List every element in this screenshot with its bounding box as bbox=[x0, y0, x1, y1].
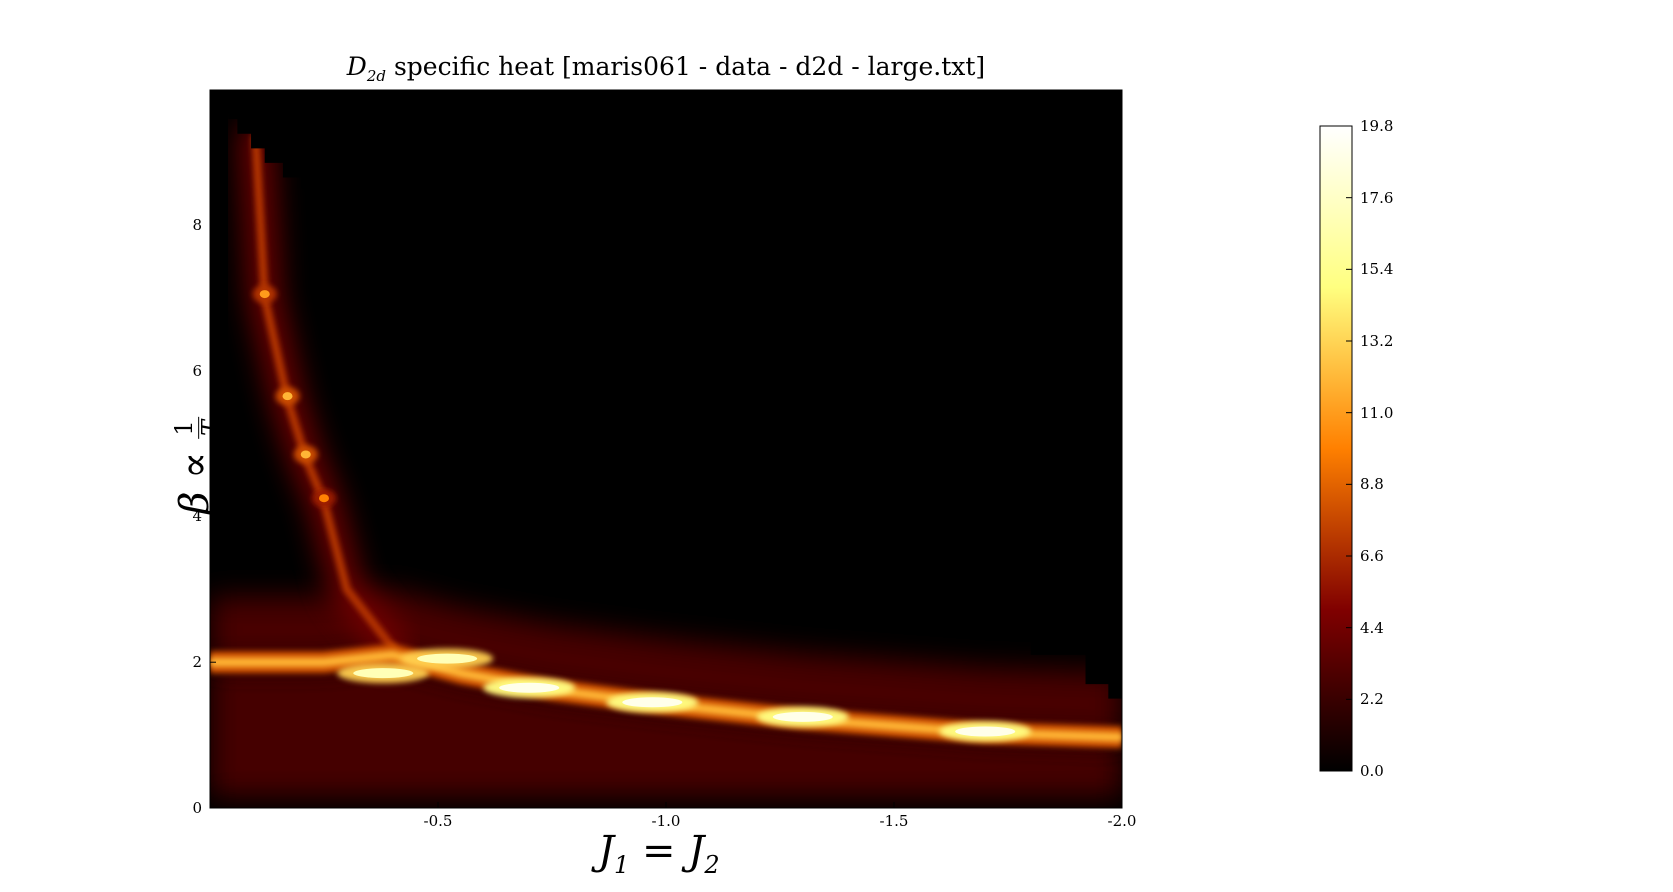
peak-8 bbox=[772, 711, 833, 722]
colorbar-tick-label-8: 17.6 bbox=[1360, 188, 1394, 207]
y-label-denominator: T bbox=[196, 420, 225, 437]
heatmap-masked-region bbox=[210, 90, 1122, 703]
colorbar-tick-label-4: 8.8 bbox=[1360, 475, 1384, 494]
x-tick-label-1: -1.0 bbox=[651, 812, 681, 830]
x-label-base2: J bbox=[688, 828, 705, 874]
colorbar bbox=[1319, 125, 1353, 772]
y-tick-label-4: 8 bbox=[192, 215, 202, 234]
y-tick-label-3: 6 bbox=[192, 361, 202, 380]
x-tick-label-3: -2.0 bbox=[1107, 812, 1137, 830]
colorbar-tick-label-7: 15.4 bbox=[1360, 260, 1394, 279]
y-label-symbol: β bbox=[172, 491, 219, 515]
x-tick-label-2: -1.5 bbox=[879, 812, 909, 830]
peak-5 bbox=[417, 653, 478, 664]
colorbar-tick-label-9: 19.8 bbox=[1360, 117, 1394, 135]
title-subscript: 2d bbox=[366, 67, 386, 85]
peak-3 bbox=[319, 494, 329, 503]
peak-2 bbox=[300, 450, 311, 459]
colorbar-tick-label-3: 6.6 bbox=[1360, 547, 1384, 565]
x-label-sub1: 1 bbox=[614, 851, 630, 879]
y-tick-label-0: 0 bbox=[192, 799, 202, 817]
y-label-numerator: 1 bbox=[170, 417, 199, 440]
peak-1 bbox=[282, 392, 293, 401]
peak-6 bbox=[499, 682, 560, 693]
colorbar-tick-label-5: 11.0 bbox=[1360, 403, 1394, 422]
title-symbol: D bbox=[346, 52, 367, 81]
peak-7 bbox=[622, 697, 683, 708]
y-label-relation: ∝ bbox=[172, 451, 219, 479]
y-tick-label-2: 4 bbox=[192, 507, 202, 526]
x-label-op: = bbox=[642, 828, 676, 874]
heatmap-ridge-glow bbox=[210, 589, 1122, 738]
colorbar-tick-label-6: 13.2 bbox=[1360, 332, 1394, 350]
x-tick-label-0: -0.5 bbox=[423, 812, 453, 830]
x-label-base: J bbox=[598, 828, 615, 874]
colorbar-tick-label-0: 0.0 bbox=[1360, 762, 1384, 780]
x-label-sub2: 2 bbox=[704, 851, 720, 879]
peak-4 bbox=[353, 668, 414, 679]
colorbar-tick-label-1: 2.2 bbox=[1360, 690, 1384, 709]
peak-9 bbox=[955, 726, 1016, 737]
chart-title: D2d specific heat [maris061 - data - d2d… bbox=[210, 52, 1122, 85]
title-text: specific heat [maris061 - data - d2d - l… bbox=[393, 52, 986, 81]
x-axis-label: J1 = J2 bbox=[598, 828, 720, 879]
colorbar-tick-label-2: 4.4 bbox=[1360, 618, 1384, 637]
peak-0 bbox=[259, 290, 270, 299]
heatmap-low-band bbox=[210, 658, 1122, 798]
y-tick-label-1: 2 bbox=[192, 653, 202, 672]
